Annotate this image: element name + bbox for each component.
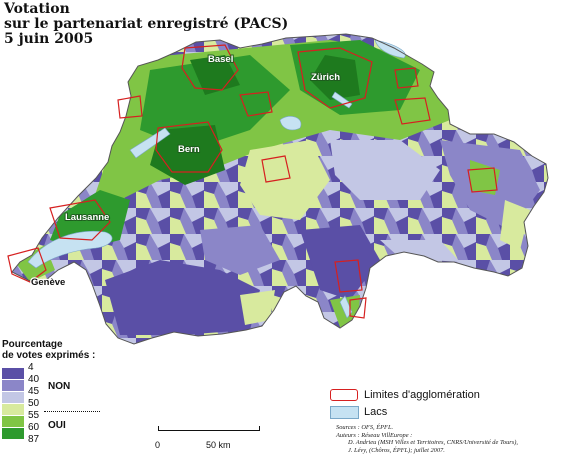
scale-zero: 0 [155, 440, 161, 450]
legend-title: Pourcentage de votes exprimés : [2, 339, 95, 361]
scale-bar-line [158, 426, 260, 431]
legend-title-line-1: Pourcentage [2, 339, 63, 350]
legend-swatch-class-6 [2, 428, 24, 439]
legend-tick-50: 50 [28, 398, 40, 409]
credits-line-3: D. Andrieu (MSH Villes et Territoires, C… [348, 439, 518, 447]
credits: Sources : OFS, ÉPFL. Auteurs : Réseau Vi… [336, 424, 564, 454]
legend-title-line-2: de votes exprimés : [2, 350, 96, 361]
legend-swatch-class-1 [2, 368, 24, 379]
title-line-1: Votation [4, 1, 70, 17]
city-label-lausanne: Lausanne [65, 212, 109, 223]
legend-swatch-class-3 [2, 392, 24, 403]
credits-line-4: J. Lévy, (Chôros, ÉPFL); juillet 2007. [348, 446, 445, 454]
lakes-label: Lacs [364, 406, 388, 418]
legend-swatch-class-4 [2, 404, 24, 415]
legend-tick-45: 45 [28, 386, 40, 397]
legend-tick-55: 55 [28, 410, 40, 421]
city-label-zurich: Zürich [311, 72, 340, 83]
legend-non-label: NON [48, 381, 71, 392]
legend-threshold-divider [44, 411, 100, 412]
country-outline [11, 33, 549, 345]
lakes-swatch [330, 406, 359, 419]
agglomeration-boundaries [7, 44, 498, 319]
choropleth-regions [12, 34, 548, 344]
legend-tick-40: 40 [28, 374, 40, 385]
legend-swatch-class-2 [2, 380, 24, 391]
agglomeration-label: Limites d'agglomération [364, 389, 480, 401]
city-label-bern: Bern [178, 144, 200, 155]
scale-fifty: 50 km [206, 440, 231, 450]
legend-tick-87: 87 [28, 434, 40, 445]
city-label-geneve: Genève [31, 277, 65, 288]
legend-swatch-class-5 [2, 416, 24, 427]
map-title: Votation sur le partenariat enregistré (… [4, 2, 304, 47]
legend-tick-60: 60 [28, 422, 40, 433]
credits-line-2: Auteurs : Réseau VillEurope : [336, 431, 413, 439]
credits-line-1: Sources : OFS, ÉPFL. [336, 424, 394, 431]
title-line-2: sur le partenariat enregistré (PACS) [4, 16, 289, 32]
city-label-basel: Basel [208, 54, 233, 65]
legend-tick-4: 4 [28, 362, 34, 373]
agglomeration-swatch [330, 389, 358, 401]
legend-oui-label: OUI [48, 420, 66, 431]
title-line-3: 5 juin 2005 [4, 31, 94, 47]
